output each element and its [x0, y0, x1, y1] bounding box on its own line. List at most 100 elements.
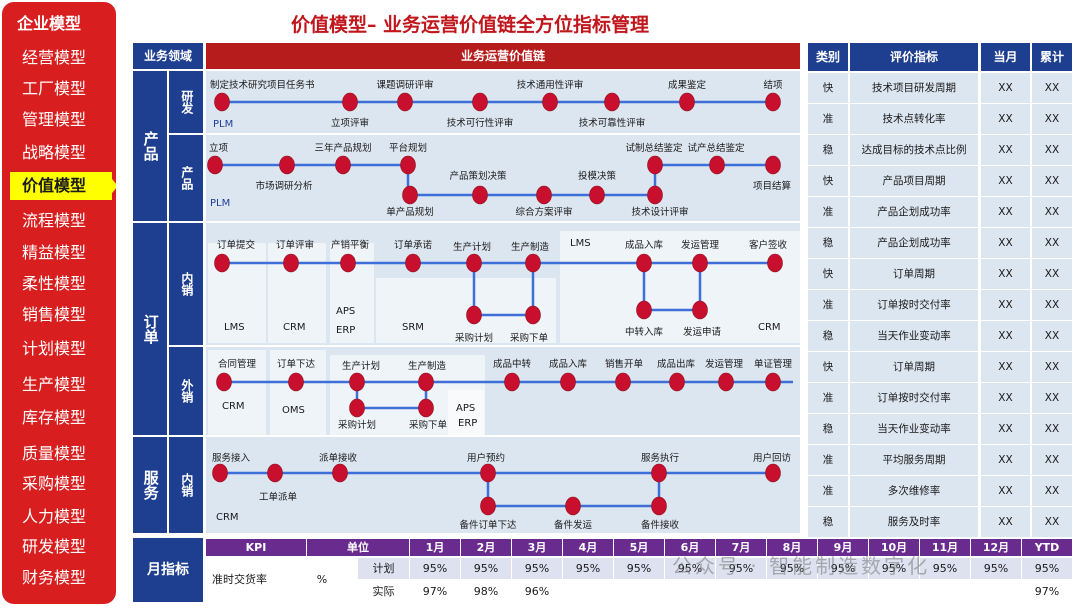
indicator-ytd-6: XX — [1032, 228, 1072, 258]
indicator-month-2: XX — [981, 104, 1030, 134]
sidebar-item-14[interactable]: 采购模型 — [22, 474, 87, 493]
export-node-4[interactable] — [418, 372, 434, 392]
sidebar-item-10[interactable]: 计划模型 — [22, 339, 87, 358]
product-node-10[interactable] — [647, 185, 663, 205]
month-header: 当月 — [981, 43, 1030, 71]
domestic-node-4[interactable] — [405, 253, 421, 273]
indicator-ytd-2: XX — [1032, 104, 1072, 134]
export-node-5[interactable] — [349, 398, 365, 418]
indicator-name-14: 多次维修率 — [850, 476, 978, 506]
lane-service — [206, 437, 800, 533]
export-node-6[interactable] — [418, 398, 434, 418]
sidebar-item-11[interactable]: 生产模型 — [22, 375, 87, 394]
rd-node-8[interactable] — [765, 92, 781, 112]
indicator-category-7: 快 — [808, 259, 848, 289]
domain-service-domestic-label: 内销 — [179, 473, 194, 497]
domestic-node-8[interactable] — [525, 305, 541, 325]
domestic-node-7[interactable] — [466, 305, 482, 325]
export-node-12[interactable] — [765, 372, 781, 392]
product-node-7[interactable] — [536, 185, 552, 205]
indicator-ytd-5: XX — [1032, 197, 1072, 227]
indicator-month-5: XX — [981, 197, 1030, 227]
service-node-1[interactable] — [212, 463, 228, 483]
product-node-11[interactable] — [709, 155, 725, 175]
export-node-1[interactable] — [216, 372, 232, 392]
indicator-name-12: 当天作业变动率 — [850, 414, 978, 444]
sidebar-item-2[interactable]: 工厂模型 — [22, 79, 87, 98]
service-node-7[interactable] — [651, 463, 667, 483]
kpi-header-4: 2月 — [461, 539, 511, 556]
kpi-value-2-1: 97% — [410, 581, 460, 602]
rd-node-1[interactable] — [214, 92, 230, 112]
sidebar-item-17[interactable]: 财务模型 — [22, 568, 87, 587]
sidebar-item-13[interactable]: 质量模型 — [22, 444, 87, 463]
domestic-node-6[interactable] — [525, 253, 541, 273]
export-node-7[interactable] — [504, 372, 520, 392]
sidebar-item-9[interactable]: 销售模型 — [22, 305, 87, 324]
product-node-5[interactable] — [402, 185, 418, 205]
indicator-name-4: 产品项目周期 — [850, 166, 978, 196]
domestic-node-11[interactable] — [767, 253, 783, 273]
export-node-8[interactable] — [560, 372, 576, 392]
product-node-2[interactable] — [279, 155, 295, 175]
rd-node-2[interactable] — [342, 92, 358, 112]
domestic-node-1[interactable] — [214, 253, 230, 273]
sidebar-item-8[interactable]: 柔性模型 — [22, 274, 87, 293]
service-node-5[interactable] — [480, 496, 496, 516]
rd-node-7[interactable] — [679, 92, 695, 112]
domain-product: 产品 — [133, 71, 167, 221]
indicator-ytd-9: XX — [1032, 321, 1072, 351]
sidebar-item-6[interactable]: 流程模型 — [22, 211, 87, 230]
product-node-4[interactable] — [400, 155, 416, 175]
service-node-9[interactable] — [765, 463, 781, 483]
category-header: 类别 — [808, 43, 848, 71]
export-node-11[interactable] — [718, 372, 734, 392]
indicator-category-8: 准 — [808, 290, 848, 320]
sidebar-item-15[interactable]: 人力模型 — [22, 507, 87, 526]
service-node-3[interactable] — [332, 463, 348, 483]
domestic-node-13[interactable] — [692, 300, 708, 320]
rd-node-3[interactable] — [397, 92, 413, 112]
indicator-ytd-7: XX — [1032, 259, 1072, 289]
domestic-node-5[interactable] — [466, 253, 482, 273]
domestic-node-3[interactable] — [340, 253, 356, 273]
service-node-6[interactable] — [565, 496, 581, 516]
product-node-8[interactable] — [589, 185, 605, 205]
sidebar-item-7[interactable]: 精益模型 — [22, 243, 87, 262]
domestic-node-12[interactable] — [636, 300, 652, 320]
product-node-3[interactable] — [335, 155, 351, 175]
rd-node-5[interactable] — [542, 92, 558, 112]
sidebar-item-1[interactable]: 经营模型 — [22, 48, 87, 67]
export-node-2[interactable] — [288, 372, 304, 392]
sidebar-item-3[interactable]: 管理模型 — [22, 110, 87, 129]
service-node-4[interactable] — [480, 463, 496, 483]
product-node-1[interactable] — [207, 155, 223, 175]
indicator-ytd-14: XX — [1032, 476, 1072, 506]
export-node-10[interactable] — [669, 372, 685, 392]
kpi-header-5: 3月 — [512, 539, 562, 556]
product-node-6[interactable] — [472, 185, 488, 205]
rd-node-6[interactable] — [604, 92, 620, 112]
indicator-ytd-8: XX — [1032, 290, 1072, 320]
domain-service-domestic: 内销 — [169, 437, 203, 533]
service-node-2[interactable] — [267, 463, 283, 483]
export-node-3[interactable] — [349, 372, 365, 392]
indicator-category-10: 快 — [808, 352, 848, 382]
indicator-name-11: 订单按时交付率 — [850, 383, 978, 413]
domestic-node-2[interactable] — [283, 253, 299, 273]
sidebar-item-12[interactable]: 库存模型 — [22, 408, 87, 427]
domestic-node-10[interactable] — [692, 253, 708, 273]
domestic-node-9[interactable] — [636, 253, 652, 273]
product-node-12[interactable] — [765, 155, 781, 175]
domain-order-export-label: 外销 — [179, 379, 194, 403]
product-node-9[interactable] — [647, 155, 663, 175]
indicator-month-11: XX — [981, 383, 1030, 413]
active-arrow-icon — [106, 172, 116, 200]
sidebar-item-16[interactable]: 研发模型 — [22, 537, 87, 556]
sidebar-nav: 企业模型 经营模型 工厂模型 管理模型 战略模型 价值模型 流程模型 精益模型 柔性模型 销售模型… — [2, 2, 116, 604]
service-node-8[interactable] — [651, 496, 667, 516]
sidebar-item-5[interactable]: 价值模型 — [10, 172, 112, 200]
export-node-9[interactable] — [615, 372, 631, 392]
rd-node-4[interactable] — [472, 92, 488, 112]
sidebar-item-4[interactable]: 战略模型 — [22, 143, 87, 162]
